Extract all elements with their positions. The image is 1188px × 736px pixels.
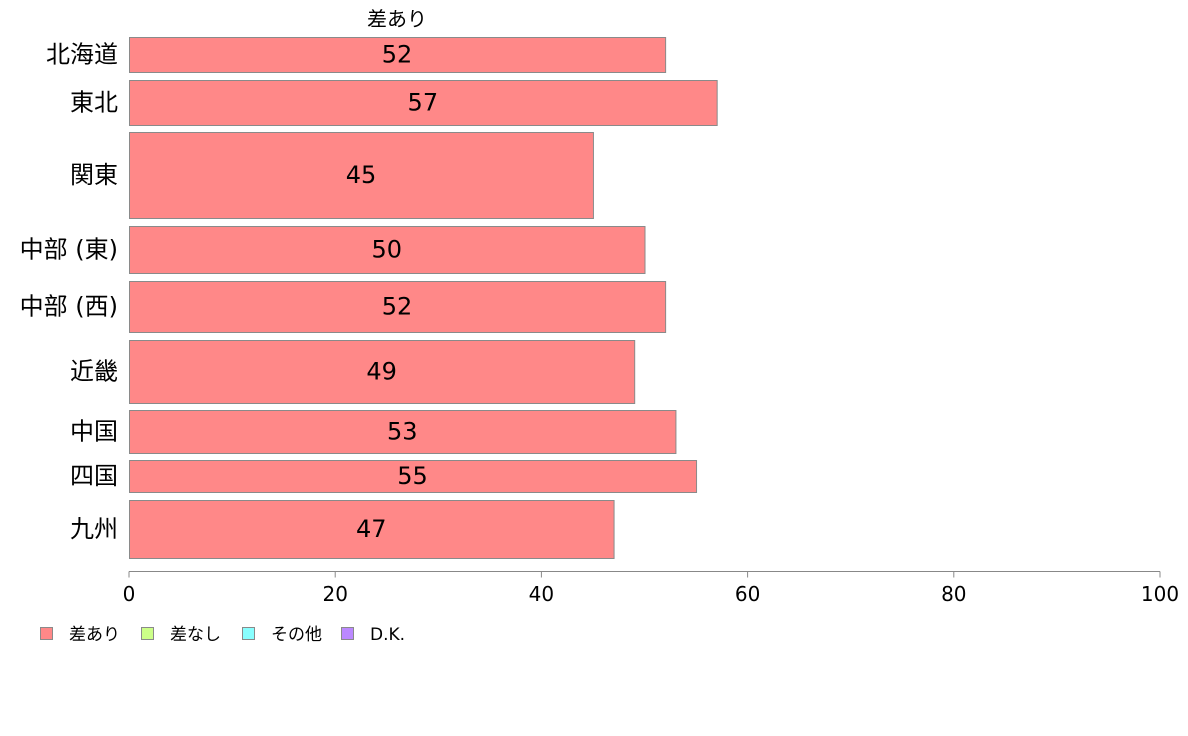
legend-label: 差なし bbox=[170, 625, 221, 645]
category-label: 四国 bbox=[70, 462, 118, 490]
legend-label: D.K. bbox=[370, 625, 405, 645]
bar bbox=[129, 340, 636, 404]
bar-value-label: 45 bbox=[346, 161, 377, 189]
bar-value-label: 53 bbox=[387, 418, 418, 446]
x-tick-label: 20 bbox=[322, 582, 347, 606]
bar-value-label: 55 bbox=[397, 462, 428, 490]
category-label: 中部 (西) bbox=[20, 293, 118, 321]
legend-swatch bbox=[141, 627, 154, 640]
category-label: 近畿 bbox=[70, 358, 118, 386]
category-label: 関東 bbox=[70, 161, 118, 189]
bar-value-label: 52 bbox=[382, 41, 413, 69]
bar-value-label: 50 bbox=[371, 236, 402, 264]
bar-value-label: 52 bbox=[382, 293, 413, 321]
x-tick-label: 60 bbox=[735, 582, 760, 606]
category-label: 中国 bbox=[70, 418, 118, 446]
bar bbox=[129, 281, 667, 333]
legend: 差あり 差なし その他 D.K. bbox=[40, 625, 405, 645]
bars-group: 北海道 52 東北 57 関東 45 中部 (東) 50 中部 (西) 52 近畿 49 中国 53 四国 5… bbox=[20, 37, 718, 559]
legend-label: 差あり bbox=[69, 625, 120, 645]
bar-value-label: 49 bbox=[366, 358, 397, 386]
category-label: 北海道 bbox=[46, 41, 118, 69]
category-label: 東北 bbox=[70, 89, 118, 117]
bar bbox=[129, 410, 677, 454]
category-label: 中部 (東) bbox=[20, 236, 118, 264]
bar-value-label: 47 bbox=[356, 515, 387, 543]
legend-swatch bbox=[341, 627, 354, 640]
legend-label: その他 bbox=[271, 625, 322, 645]
legend-swatch bbox=[242, 627, 255, 640]
category-label: 九州 bbox=[70, 515, 118, 543]
x-tick-label: 40 bbox=[529, 582, 554, 606]
bar bbox=[129, 37, 667, 73]
bar bbox=[129, 80, 718, 126]
x-tick-label: 80 bbox=[941, 582, 966, 606]
bar-value-label: 57 bbox=[408, 89, 439, 117]
series-title: 差あり bbox=[367, 7, 427, 31]
bar bbox=[129, 460, 698, 493]
x-axis: 0 20 40 60 80 100 bbox=[123, 571, 1179, 606]
x-tick-label: 0 bbox=[123, 582, 136, 606]
bar bbox=[129, 132, 594, 219]
legend-swatch bbox=[40, 627, 53, 640]
bar bbox=[129, 226, 646, 274]
x-tick-label: 100 bbox=[1141, 582, 1179, 606]
bar bbox=[129, 500, 615, 559]
